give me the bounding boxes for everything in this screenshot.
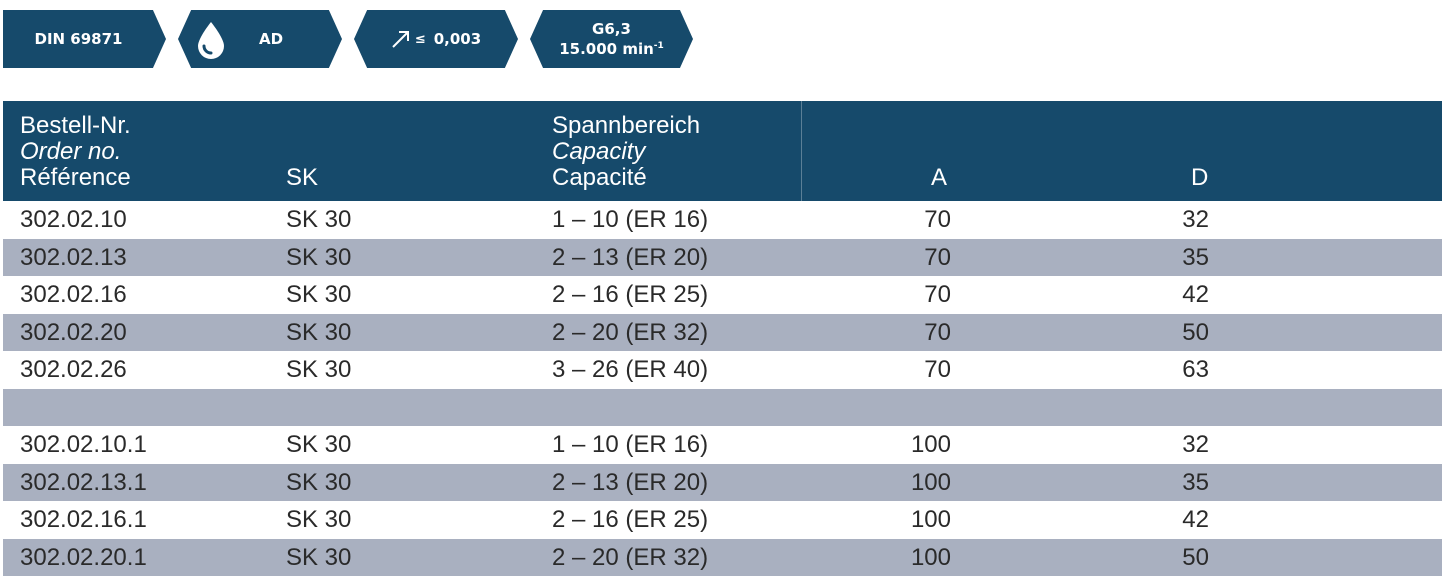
coolant-badge: AD <box>178 10 342 68</box>
runout-prefix: ≤ <box>414 31 426 47</box>
header-reference-fr: Référence <box>20 164 131 191</box>
cell-d: 50 <box>1182 543 1209 571</box>
cell-ref: 302.02.10 <box>20 206 127 233</box>
header-d: D <box>1191 164 1209 191</box>
cell-a: 100 <box>910 468 951 496</box>
header-reference-de: Bestell-Nr. <box>20 112 131 139</box>
cell-ref: 302.02.13 <box>20 243 127 271</box>
balance-speed-line: 15.000 min-1 <box>559 38 664 58</box>
arrow-icon <box>392 31 409 48</box>
header-capacity-fr: Capacité <box>552 164 647 191</box>
cell-cap: 2 – 16 (ER 25) <box>552 506 709 533</box>
cell-sk: SK 30 <box>286 206 352 233</box>
table-row: 302.02.16 SK 30 2 – 16 (ER 25) 70 42 <box>3 276 1442 314</box>
cell-a: 70 <box>924 356 951 383</box>
cell-ref: 302.02.16.1 <box>20 506 147 533</box>
table-row: 302.02.20.1 SK 30 2 – 20 (ER 32) 100 50 <box>3 538 1442 576</box>
cell-d: 35 <box>1182 468 1209 496</box>
cell-sk: SK 30 <box>286 356 352 383</box>
cell-cap: 1 – 10 (ER 16) <box>552 431 709 458</box>
drop-icon <box>198 22 224 59</box>
runout-value: 0,003 <box>433 30 482 48</box>
header-reference-en: Order no. <box>20 138 122 165</box>
cell-d: 42 <box>1182 506 1209 533</box>
cell-cap: 2 – 16 (ER 25) <box>552 281 709 308</box>
header-capacity-de: Spannbereich <box>552 112 701 139</box>
cell-d: 32 <box>1182 431 1209 458</box>
cell-a: 70 <box>924 206 951 233</box>
table-row: 302.02.26 SK 30 3 – 26 (ER 40) 70 63 <box>3 351 1442 389</box>
cell-d: 35 <box>1182 243 1209 271</box>
cell-cap: 2 – 20 (ER 32) <box>552 543 709 571</box>
cell-ref: 302.02.26 <box>20 356 127 383</box>
cell-a: 100 <box>910 506 951 533</box>
cell-cap: 2 – 13 (ER 20) <box>552 243 709 271</box>
spec-badges: DIN 69871 AD ≤ 0,003 G6,3 15.000 min-1 <box>0 10 720 68</box>
coolant-label: AD <box>258 30 284 48</box>
cell-ref: 302.02.10.1 <box>20 431 147 458</box>
cell-ref: 302.02.13.1 <box>20 468 147 496</box>
header-sk: SK <box>286 164 319 191</box>
cell-ref: 302.02.16 <box>20 281 127 308</box>
cell-a: 100 <box>910 431 951 458</box>
standard-badge: DIN 69871 <box>3 10 166 68</box>
cell-cap: 1 – 10 (ER 16) <box>552 206 709 233</box>
balance-badge: G6,3 15.000 min-1 <box>530 10 693 68</box>
cell-sk: SK 30 <box>286 318 352 346</box>
table-row: 302.02.13 SK 30 2 – 13 (ER 20) 70 35 <box>3 238 1442 276</box>
cell-d: 63 <box>1182 356 1209 383</box>
header-divider <box>801 101 802 201</box>
cell-sk: SK 30 <box>286 281 352 308</box>
cell-sk: SK 30 <box>286 431 352 458</box>
cell-a: 70 <box>924 243 951 271</box>
cell-sk: SK 30 <box>286 243 352 271</box>
header-capacity-en: Capacity <box>552 138 646 165</box>
header-reference: Bestell-Nr. Order no. Référence <box>20 113 131 191</box>
cell-a: 70 <box>924 318 951 346</box>
table-row: 302.02.20 SK 30 2 – 20 (ER 32) 70 50 <box>3 313 1442 351</box>
order-table: Bestell-Nr. Order no. Référence SK Spann… <box>3 101 1442 576</box>
cell-ref: 302.02.20.1 <box>20 543 147 571</box>
balance-speed-exponent: -1 <box>653 40 664 51</box>
table-header: Bestell-Nr. Order no. Référence SK Spann… <box>3 101 1442 201</box>
table-row: 302.02.10.1 SK 30 1 – 10 (ER 16) 100 32 <box>3 426 1442 464</box>
cell-ref: 302.02.20 <box>20 318 127 346</box>
cell-a: 70 <box>924 281 951 308</box>
cell-sk: SK 30 <box>286 543 352 571</box>
cell-d: 42 <box>1182 281 1209 308</box>
cell-cap: 2 – 20 (ER 32) <box>552 318 709 346</box>
cell-sk: SK 30 <box>286 506 352 533</box>
standard-label: DIN 69871 <box>34 30 123 48</box>
balance-speed: 15.000 min <box>559 39 654 58</box>
table-row: 302.02.10 SK 30 1 – 10 (ER 16) 70 32 <box>3 201 1442 239</box>
header-a: A <box>931 164 948 191</box>
balance-grade: G6,3 <box>592 19 631 38</box>
table-row <box>3 388 1442 426</box>
cell-d: 50 <box>1182 318 1209 346</box>
table-row: 302.02.16.1 SK 30 2 – 16 (ER 25) 100 42 <box>3 501 1442 539</box>
cell-sk: SK 30 <box>286 468 352 496</box>
table-body: 302.02.10 SK 30 1 – 10 (ER 16) 70 32 302.02.1… <box>3 201 1442 576</box>
table-row: 302.02.13.1 SK 30 2 – 13 (ER 20) 100 35 <box>3 463 1442 501</box>
cell-d: 32 <box>1182 206 1209 233</box>
cell-cap: 3 – 26 (ER 40) <box>552 356 709 383</box>
runout-badge: ≤ 0,003 <box>354 10 518 68</box>
cell-a: 100 <box>910 543 951 571</box>
header-capacity: Spannbereich Capacity Capacité <box>552 113 700 191</box>
cell-cap: 2 – 13 (ER 20) <box>552 468 709 496</box>
